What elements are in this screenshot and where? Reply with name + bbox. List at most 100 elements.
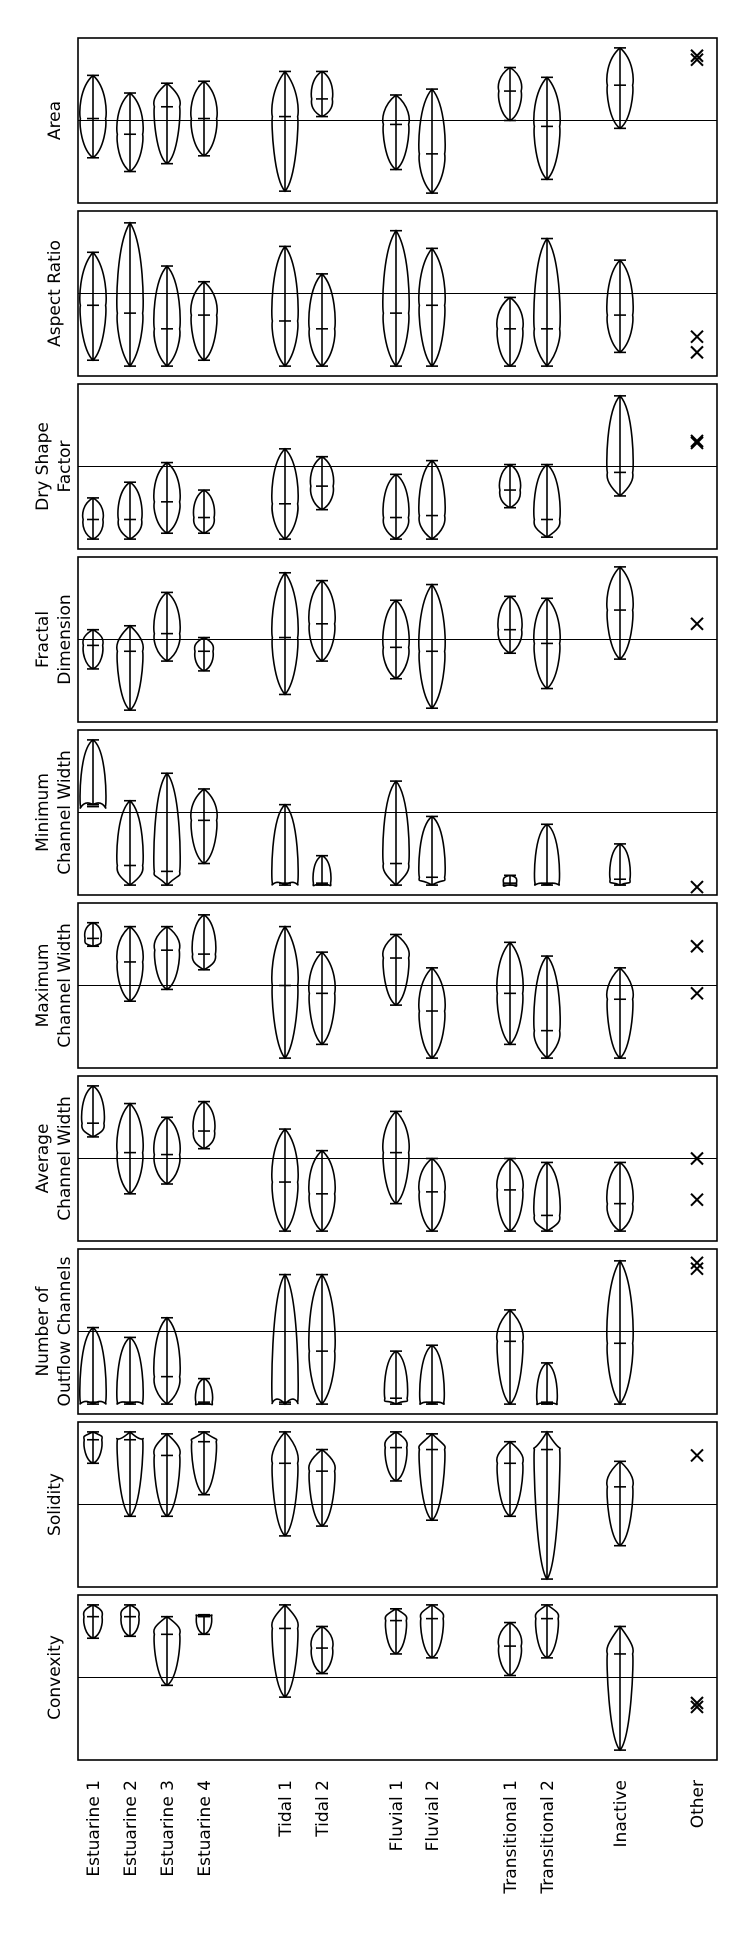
violin xyxy=(83,1431,103,1465)
violin xyxy=(496,1157,524,1233)
panel: Convexity xyxy=(45,1594,718,1761)
violin xyxy=(116,1102,144,1195)
violin xyxy=(271,1430,299,1537)
y-axis-label-line: Number of xyxy=(33,1285,53,1376)
violin xyxy=(116,1430,144,1518)
violin xyxy=(153,771,181,887)
x-tick-label: Estuarine 2 xyxy=(121,1780,141,1877)
y-axis-label-line: Solidity xyxy=(45,1473,65,1536)
panels-group: Area Aspect Ratio Dry Shape Factor Fractal Di… xyxy=(33,37,718,1761)
violin xyxy=(533,237,561,368)
y-axis-label-line: Channel Width xyxy=(55,1096,75,1221)
violin xyxy=(153,1116,181,1185)
violin xyxy=(116,221,144,368)
violin xyxy=(606,259,634,354)
violin xyxy=(190,787,218,865)
y-axis-label-line: Average xyxy=(33,1124,53,1194)
violin xyxy=(383,1350,409,1406)
violin xyxy=(190,280,218,362)
violin xyxy=(418,1432,446,1522)
other-point-marker xyxy=(690,1256,704,1270)
violin xyxy=(606,966,634,1060)
violin xyxy=(384,1430,408,1482)
y-axis-label-line: Aspect Ratio xyxy=(45,240,65,347)
other-point-marker xyxy=(690,1696,704,1710)
y-axis-label: Convexity xyxy=(45,1635,65,1720)
x-tick-label: Fluvial 1 xyxy=(387,1780,407,1851)
y-axis-label-line: Fractal xyxy=(33,611,53,668)
violin xyxy=(153,1615,181,1687)
x-tick-label: Inactive xyxy=(611,1780,631,1847)
x-tick-label: Tidal 2 xyxy=(313,1780,333,1838)
violin xyxy=(535,1361,559,1406)
violin xyxy=(271,245,299,368)
x-tick-label: Transitional 2 xyxy=(538,1780,558,1895)
violin xyxy=(533,1430,561,1581)
violin xyxy=(116,91,144,173)
violin xyxy=(382,93,410,171)
violin xyxy=(498,463,522,509)
violin xyxy=(497,595,523,655)
violin xyxy=(308,1448,336,1528)
violin xyxy=(534,1603,560,1659)
violin xyxy=(153,925,181,991)
violin xyxy=(271,447,299,541)
violin xyxy=(496,296,524,368)
violin xyxy=(533,463,561,539)
violin xyxy=(418,815,446,887)
violin xyxy=(382,933,410,1007)
y-axis-label-line: Dimension xyxy=(55,594,75,684)
violin xyxy=(271,1127,299,1233)
violin xyxy=(533,1161,561,1233)
violin xyxy=(116,799,144,887)
panel: Average Channel Width xyxy=(33,1075,718,1242)
violin xyxy=(606,46,634,130)
violin xyxy=(312,854,332,887)
violin xyxy=(533,76,561,181)
other-point-marker xyxy=(690,1193,704,1207)
x-tick-label: Estuarine 3 xyxy=(158,1780,178,1877)
violin xyxy=(384,1607,408,1655)
violin xyxy=(308,1273,336,1406)
y-axis-label-line: Dry Shape xyxy=(33,422,53,511)
y-axis-label: Fractal Dimension xyxy=(33,594,75,684)
violin xyxy=(190,1430,218,1496)
panel: Area xyxy=(45,37,718,204)
other-point-marker xyxy=(690,939,704,953)
violin xyxy=(81,496,105,540)
violin xyxy=(194,1377,214,1406)
violin xyxy=(418,247,446,368)
y-axis-label: Dry Shape Factor xyxy=(33,422,75,511)
violin xyxy=(418,1344,446,1406)
violin xyxy=(533,954,561,1060)
violin xyxy=(533,823,561,887)
violin xyxy=(271,1603,299,1699)
y-axis-label-line: Convexity xyxy=(45,1635,65,1720)
violin xyxy=(116,1336,144,1406)
violin xyxy=(271,1273,299,1406)
panel: Fractal Dimension xyxy=(33,556,718,723)
violin xyxy=(418,459,446,541)
violin xyxy=(418,966,446,1060)
x-tick-label: Fluvial 2 xyxy=(423,1780,443,1851)
y-axis-label: Average Channel Width xyxy=(33,1096,75,1221)
violin xyxy=(191,913,217,971)
violin xyxy=(190,80,218,157)
violin xyxy=(193,636,215,672)
y-axis-label-line: Channel Width xyxy=(55,923,75,1048)
other-point-marker xyxy=(690,49,704,63)
y-axis-label: Solidity xyxy=(45,1473,65,1536)
x-tick-label: Estuarine 4 xyxy=(195,1780,215,1877)
x-tick-labels: Estuarine 1 Estuarine 2 Estuarine 3 Estuari… xyxy=(84,1780,708,1895)
violin xyxy=(153,1432,181,1518)
violin xyxy=(382,229,410,368)
y-axis-label-line: Maximum xyxy=(33,944,53,1028)
other-point-marker xyxy=(690,1700,704,1714)
violin xyxy=(153,82,181,165)
y-axis-label-line: Area xyxy=(45,101,65,140)
violin xyxy=(497,66,523,122)
violin xyxy=(382,1110,410,1205)
other-point-marker xyxy=(690,329,704,344)
violin xyxy=(82,628,104,670)
violin xyxy=(79,1326,107,1406)
